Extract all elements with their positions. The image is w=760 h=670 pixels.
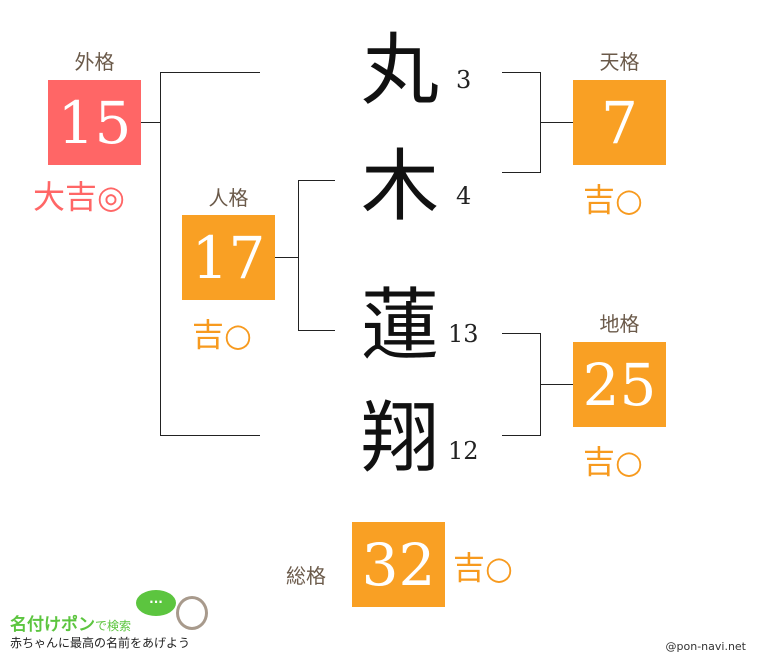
bracket-line (160, 72, 161, 436)
jinkaku-value: 17 (182, 215, 275, 300)
credit: @pon-navi.net (665, 640, 746, 653)
chikaku-rating: 吉○ (583, 443, 643, 481)
jinkaku-rating: 吉○ (192, 316, 252, 354)
bracket-line (275, 257, 298, 258)
bracket-line (298, 180, 335, 181)
logo-title: 名付けポン (10, 615, 95, 635)
bracket-line (502, 435, 540, 436)
name-char: 蓮 (360, 281, 439, 371)
name-char: 丸 (360, 26, 439, 116)
gaikaku-label: 外格 (74, 50, 115, 74)
bracket-line (502, 72, 540, 73)
chikaku-value: 25 (573, 342, 666, 427)
soukaku-label: 総格 (286, 564, 326, 588)
soukaku-rating: 吉○ (453, 549, 513, 587)
name-char: 木 (360, 142, 439, 232)
stroke-count: 4 (456, 182, 472, 210)
stroke-count: 13 (448, 320, 479, 348)
chikaku-label: 地格 (599, 312, 640, 336)
tenkaku-rating: 吉○ (583, 181, 643, 219)
bracket-line (540, 384, 573, 385)
soukaku-value: 32 (352, 522, 445, 607)
bracket-line (298, 180, 299, 331)
baby-face-icon (176, 596, 208, 630)
gaikaku-rating: 大吉◎ (33, 178, 125, 216)
bracket-line (502, 333, 540, 334)
tenkaku-label: 天格 (599, 50, 640, 74)
logo[interactable]: ... 名付けポンで検索 赤ちゃんに最高の名前をあげよう (8, 588, 218, 658)
bracket-line (540, 122, 573, 123)
name-char: 翔 (360, 394, 439, 484)
bracket-line (160, 435, 260, 436)
logo-tagline: 赤ちゃんに最高の名前をあげよう (10, 636, 191, 650)
jinkaku-label: 人格 (208, 186, 249, 210)
chat-bubble-icon: ... (136, 590, 176, 616)
bracket-line (298, 330, 335, 331)
stroke-count: 3 (456, 66, 472, 94)
logo-suffix: で検索 (95, 619, 132, 633)
gaikaku-value: 15 (48, 80, 141, 165)
stroke-count: 12 (448, 437, 479, 465)
tenkaku-value: 7 (573, 80, 666, 165)
bracket-line (502, 172, 540, 173)
bracket-line (160, 72, 260, 73)
bracket-line (141, 122, 161, 123)
